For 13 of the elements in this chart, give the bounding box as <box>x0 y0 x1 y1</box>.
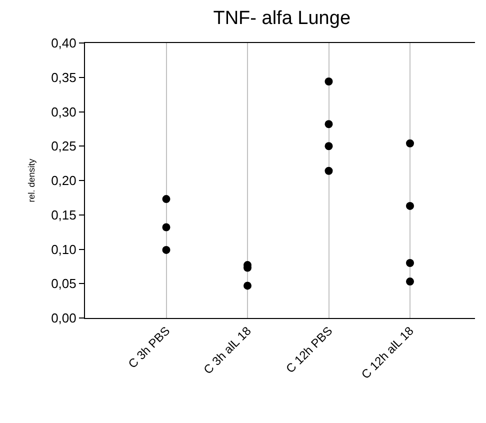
y-tick-label: 0,00 <box>51 310 76 326</box>
chart-title: TNF- alfa Lunge <box>213 8 351 29</box>
x-tick-label: C 12h alL 18 <box>358 324 417 382</box>
y-tick-label: 0,10 <box>51 242 76 257</box>
y-tick-label: 0,05 <box>51 276 76 292</box>
y-tick-label: 0,20 <box>51 173 76 188</box>
y-tick-label: 0,30 <box>51 104 76 120</box>
y-axis-title: rel. density <box>26 158 36 202</box>
y-tick-label: 0,35 <box>51 70 76 85</box>
y-tick-label: 0,25 <box>51 138 76 154</box>
x-tick-label: C 3h alL 18 <box>200 324 254 377</box>
y-tick-label: 0,40 <box>51 36 76 51</box>
y-tick-label: 0,15 <box>51 207 76 222</box>
